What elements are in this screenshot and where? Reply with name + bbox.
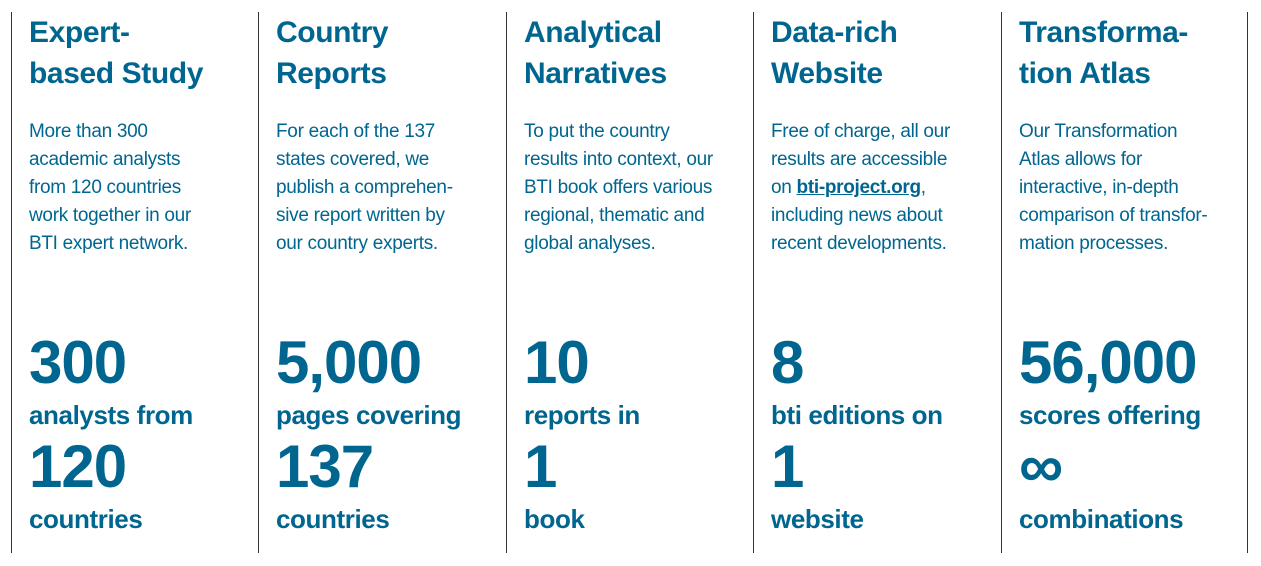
stats-block: 56,000 scores offering ∞ combinations xyxy=(1019,330,1243,538)
description-text: Our Transformation Atlas allows for inte… xyxy=(1019,121,1208,254)
stat-number-secondary: 120 xyxy=(29,433,127,500)
stat-number-primary: 10 xyxy=(524,329,590,396)
column-heading: Transforma- tion Atlas xyxy=(1019,16,1188,90)
stat-number-secondary: 137 xyxy=(276,433,374,500)
stats-block: 300 analysts from 120 countries xyxy=(29,330,254,538)
stats-block: 8 bti editions on 1 website xyxy=(771,330,996,538)
column-description: Our Transformation Atlas allows for inte… xyxy=(1019,118,1241,258)
column-description: To put the country results into context,… xyxy=(524,118,747,258)
stat-number-secondary: 1 xyxy=(771,433,804,500)
column-data-rich-website: Data-rich Website Free of charge, all ou… xyxy=(753,12,1000,553)
description-text: To put the country results into context,… xyxy=(524,121,713,254)
column-heading: Analytical Narratives xyxy=(524,16,667,90)
stat-number-primary: 300 xyxy=(29,329,127,396)
column-heading: Data-rich Website xyxy=(771,16,898,90)
column-description: More than 300 academic analysts from 120… xyxy=(29,118,252,258)
description-text-continued: , including news about recent developmen… xyxy=(771,177,947,254)
stat-number-primary: 8 xyxy=(771,329,804,396)
stat-label-primary: reports in xyxy=(524,400,640,430)
stats-block: 5,000 pages covering 137 countries xyxy=(276,330,501,538)
stat-label-primary: pages covering xyxy=(276,400,462,430)
column-heading: Country Reports xyxy=(276,16,389,90)
column-analytical-narratives: Analytical Narratives To put the country… xyxy=(506,12,753,553)
stat-number-secondary: 1 xyxy=(524,433,557,500)
stat-label-secondary: combinations xyxy=(1019,504,1184,534)
stat-label-secondary: website xyxy=(771,504,864,534)
stat-label-secondary: countries xyxy=(276,504,390,534)
column-description: Free of charge, all our results are acce… xyxy=(771,118,994,258)
stat-label-primary: scores offering xyxy=(1019,400,1201,430)
column-heading: Expert- based Study xyxy=(29,16,203,90)
stat-label-secondary: countries xyxy=(29,504,143,534)
stat-label-primary: bti editions on xyxy=(771,400,943,430)
column-expert-study: Expert- based Study More than 300 academ… xyxy=(11,12,258,553)
stat-label-secondary: book xyxy=(524,504,585,534)
stat-number-primary: 56,000 xyxy=(1019,329,1198,396)
description-text: For each of the 137 states covered, we p… xyxy=(276,121,453,254)
stats-block: 10 reports in 1 book xyxy=(524,330,749,538)
column-country-reports: Country Reports For each of the 137 stat… xyxy=(258,12,505,553)
bti-project-link[interactable]: bti-project.org xyxy=(796,177,922,198)
column-description: For each of the 137 states covered, we p… xyxy=(276,118,499,258)
description-text: More than 300 academic analysts from 120… xyxy=(29,121,191,254)
stat-number-primary: 5,000 xyxy=(276,329,422,396)
stat-label-primary: analysts from xyxy=(29,400,193,430)
column-transformation-atlas: Transforma- tion Atlas Our Transformatio… xyxy=(1001,12,1248,553)
description-text: Free of charge, all our results are acce… xyxy=(771,121,950,198)
infinity-icon: ∞ xyxy=(1019,432,1063,501)
